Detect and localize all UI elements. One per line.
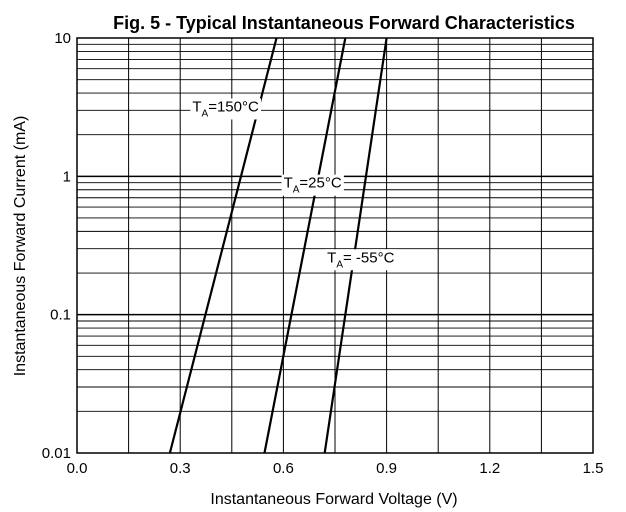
series-label-text: TA=150°C [192, 98, 259, 119]
series-label: TA= -55°C [325, 249, 397, 271]
y-tick-label: 10 [54, 30, 71, 47]
chart-title: Fig. 5 - Typical Instantaneous Forward C… [113, 13, 575, 33]
y-tick-labels: 0.01 0.1 1 10 [42, 30, 71, 462]
x-tick-label: 1.2 [479, 460, 500, 477]
series-label-background [190, 98, 262, 120]
y-tick-label: 0.1 [50, 307, 71, 324]
series-label: TA=25°C [281, 174, 344, 196]
series-label: TA=150°C [190, 98, 262, 120]
series-labels: TA=150°C TA=25°C TA= -55°C [190, 98, 397, 271]
x-tick-label: 0.9 [376, 460, 397, 477]
x-tick-label: 0.6 [273, 460, 294, 477]
y-axis-label: Instantaneous Forward Current (mA) [12, 116, 29, 377]
x-tick-label: 0.3 [170, 460, 191, 477]
y-tick-label: 1 [63, 168, 71, 185]
series-label-background [281, 174, 344, 196]
x-tick-label: 1.5 [583, 460, 604, 477]
series-label-background [325, 249, 397, 271]
series-line [263, 37, 347, 454]
plot-frame [76, 37, 594, 454]
series-line [323, 37, 388, 454]
y-tick-label: 0.01 [42, 445, 71, 462]
x-tick-labels: 0.0 0.3 0.6 0.9 1.2 1.5 [67, 460, 604, 477]
series-label-text: TA=25°C [284, 175, 342, 196]
x-tick-label: 0.0 [67, 460, 88, 477]
x-axis-label: Instantaneous Forward Voltage (V) [210, 491, 457, 508]
series-label-text: TA= -55°C [327, 249, 394, 270]
